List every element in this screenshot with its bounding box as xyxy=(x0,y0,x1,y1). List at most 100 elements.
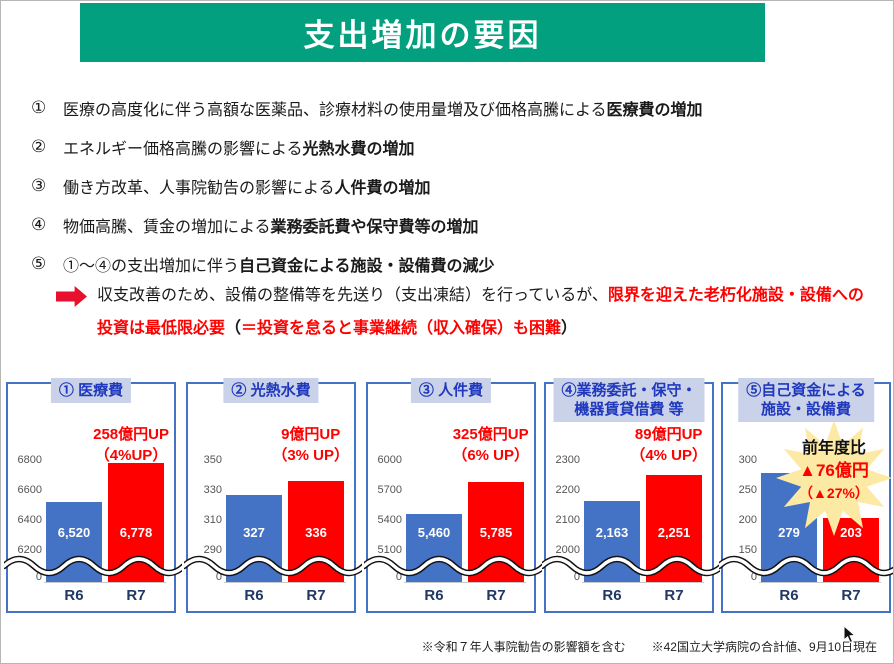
factor-lead: 物価高騰、賃金の増加による xyxy=(63,218,271,236)
factor-bold: 人件費の増加 xyxy=(334,179,431,197)
factor-text: エネルギー価格高騰の影響による光熱水費の増加 xyxy=(63,135,415,159)
annotation-line: （4%UP） xyxy=(94,447,168,464)
annotation-line: 258億円UP xyxy=(93,426,169,443)
y-tick-label: 330 xyxy=(203,484,222,496)
y-tick-label: 250 xyxy=(738,484,757,496)
starburst-badge: 前年度比 ▲76億円 （▲27%） xyxy=(775,414,893,542)
starburst-line: 前年度比 xyxy=(801,440,866,457)
factor-number: ④ xyxy=(31,214,47,234)
annotation-line: 9億円UP xyxy=(281,426,341,443)
x-axis-line xyxy=(404,582,526,583)
factor-lead: エネルギー価格高騰の影響による xyxy=(63,140,303,158)
bar-value-label: 5,460 xyxy=(417,525,451,540)
factor-item-2: ② エネルギー価格高騰の影響による光熱水費の増加 xyxy=(31,127,885,166)
note-text: 収支改善のため、設備の整備等を先送り（支出凍結）を行っているが、限界を迎えた老朽… xyxy=(97,279,874,345)
y-tick-label: 6800 xyxy=(17,454,42,466)
footer-notes: ※令和７年人事院勧告の影響額を含む ※42国立大学病院の合計値、9月10日現在 xyxy=(422,638,877,655)
chart-box-4: ④業務委託・保守・ 機器賃貸借費 等 2300 2200 2100 2000 0 2,163 R… xyxy=(538,378,726,613)
chart-box-1: ① 医療費 6800 6600 6400 6200 0 6,520 R6 6,778 R7 258億… xyxy=(1,378,188,613)
factor-bold: 業務委託費や保守費等の増加 xyxy=(270,218,479,236)
bar-value-label: 5,785 xyxy=(479,525,513,540)
x-axis-label: R6 xyxy=(602,587,622,604)
chart-title: ⑤自己資金による 施設・設備費 xyxy=(738,378,874,422)
starburst-line: ▲76億円 xyxy=(799,461,869,480)
bar-r6 xyxy=(46,502,102,582)
factor-lead: 働き方改革、人事院勧告の影響による xyxy=(63,179,335,197)
x-axis-line xyxy=(44,582,166,583)
right-block-arrow-icon xyxy=(56,286,87,307)
bar-value-label: 2,251 xyxy=(657,525,691,540)
chart-title: ① 医療費 xyxy=(50,378,132,403)
note-block: 収支改善のため、設備の整備等を先送り（支出凍結）を行っているが、限界を迎えた老朽… xyxy=(56,279,874,345)
x-axis-line xyxy=(759,582,881,583)
factor-item-3: ③ 働き方改革、人事院勧告の影響による人件費の増加 xyxy=(31,166,885,205)
chart-title-line: ③ 人件費 xyxy=(418,382,484,399)
factor-bold: 光熱水費の増加 xyxy=(302,140,415,158)
factor-bold: 自己資金による施設・設備費の減少 xyxy=(239,257,495,275)
y-tick-label: 5100 xyxy=(377,544,402,556)
chart-title-line: 施設・設備費 xyxy=(760,401,851,418)
mouse-cursor-icon xyxy=(843,625,856,644)
y-tick-label: 310 xyxy=(203,514,222,526)
x-axis-label: R6 xyxy=(779,587,799,604)
annotation-line: （3% UP） xyxy=(272,447,349,464)
chart-title: ④業務委託・保守・ 機器賃貸借費 等 xyxy=(553,378,705,422)
note-segment: （ xyxy=(225,320,242,337)
factor-list: ① 医療の高度化に伴う高額な医薬品、診療材料の使用量増及び価格高騰による医療費の増… xyxy=(31,88,885,283)
y-tick-label: 5700 xyxy=(377,484,402,496)
y-tick-label: 290 xyxy=(203,544,222,556)
note-segment: ） xyxy=(561,320,578,337)
increase-annotation: 9億円UP （3% UP） xyxy=(272,424,349,466)
title-banner: 支出増加の要因 xyxy=(80,3,765,62)
footer-note-2: ※42国立大学病院の合計値、9月10日現在 xyxy=(651,640,877,654)
x-axis-label: R7 xyxy=(841,587,861,604)
factor-item-1: ① 医療の高度化に伴う高額な医薬品、診療材料の使用量増及び価格高騰による医療費の増… xyxy=(31,88,885,127)
increase-annotation: 89億円UP （4% UP） xyxy=(630,424,707,466)
bar-r7 xyxy=(108,463,164,582)
y-tick-label: 2300 xyxy=(555,454,580,466)
chart-title: ② 光熱水費 xyxy=(223,378,319,403)
chart-title-line: ④業務委託・保守・ xyxy=(561,382,697,399)
starburst-text: 前年度比 ▲76億円 （▲27%） xyxy=(775,438,893,504)
note-segment: ＝投資を怠ると事業継続（収入確保）も困難 xyxy=(241,320,562,337)
bar-value-label: 203 xyxy=(840,525,862,540)
chart-box-2: ② 光熱水費 350 330 310 290 0 327 R6 336 R7 9億円UP （3% UP… xyxy=(180,378,368,613)
y-tick-zero: 0 xyxy=(750,571,757,583)
y-tick-label: 300 xyxy=(738,454,757,466)
y-tick-label: 2100 xyxy=(555,514,580,526)
x-axis-label: R6 xyxy=(424,587,444,604)
note-segment: 収支改善のため、設備の整備等を先送り（支出凍結）を行っているが、 xyxy=(97,287,608,304)
factor-text: 医療の高度化に伴う高額な医薬品、診療材料の使用量増及び価格高騰による医療費の増加 xyxy=(63,96,703,120)
factor-item-5: ⑤ ①～④の支出増加に伴う自己資金による施設・設備費の減少 xyxy=(31,244,885,283)
annotation-line: （6% UP） xyxy=(452,447,529,464)
footer-note-1: ※令和７年人事院勧告の影響額を含む xyxy=(421,640,626,654)
bar-value-label: 279 xyxy=(778,525,800,540)
y-tick-label: 6400 xyxy=(17,514,42,526)
y-tick-label: 2000 xyxy=(555,544,580,556)
factor-number: ① xyxy=(31,97,47,117)
bar-value-label: 6,778 xyxy=(119,525,153,540)
y-tick-label: 350 xyxy=(203,454,222,466)
x-axis-label: R7 xyxy=(126,587,146,604)
annotation-line: 325億円UP xyxy=(452,426,529,443)
y-tick-label: 5400 xyxy=(377,514,402,526)
factor-text: ①～④の支出増加に伴う自己資金による施設・設備費の減少 xyxy=(63,252,495,276)
chart-title-line: ① 医療費 xyxy=(58,382,124,399)
x-axis-label: R6 xyxy=(64,587,84,604)
x-axis-label: R7 xyxy=(306,587,326,604)
x-axis-line xyxy=(582,582,704,583)
bar-value-label: 336 xyxy=(305,525,327,540)
y-tick-label: 6200 xyxy=(17,544,42,556)
factor-text: 働き方改革、人事院勧告の影響による人件費の増加 xyxy=(63,174,431,198)
bar-value-label: 6,520 xyxy=(57,525,91,540)
y-tick-label: 2200 xyxy=(555,484,580,496)
chart-title-line: ② 光熱水費 xyxy=(231,382,311,399)
y-tick-label: 150 xyxy=(738,544,757,556)
y-tick-label: 200 xyxy=(738,514,757,526)
increase-annotation: 325億円UP （6% UP） xyxy=(452,424,529,466)
x-axis-line xyxy=(224,582,346,583)
y-tick-zero: 0 xyxy=(573,571,580,583)
note-segment: 限界を迎えた老朽化施設・設備への投資は最低限必要 xyxy=(97,287,864,337)
bar-value-label: 327 xyxy=(243,525,265,540)
